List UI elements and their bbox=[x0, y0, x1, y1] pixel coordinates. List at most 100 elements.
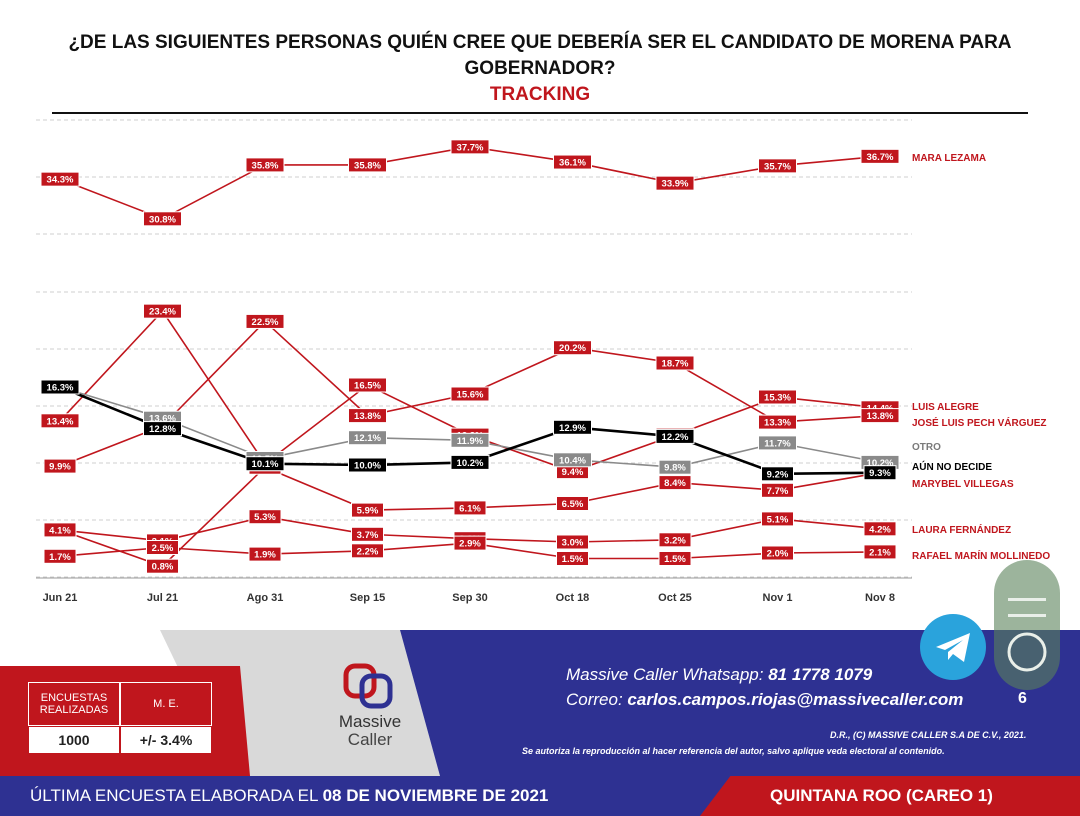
data-label-box bbox=[40, 379, 80, 395]
data-label: 22.5% bbox=[252, 317, 279, 328]
last-survey-date: 08 DE NOVIEMBRE DE 2021 bbox=[322, 786, 549, 805]
data-label-box bbox=[761, 545, 794, 561]
data-label: 9.4% bbox=[562, 467, 584, 478]
data-label: 33.9% bbox=[662, 179, 689, 190]
data-label: 6.1% bbox=[459, 503, 481, 514]
margin-error-value: +/- 3.4% bbox=[120, 726, 212, 754]
email-address[interactable]: carlos.campos.riojas@massivecaller.com bbox=[627, 690, 964, 709]
x-tick-label: Oct 25 bbox=[658, 592, 692, 604]
data-label-box bbox=[658, 475, 692, 491]
x-tick-label: Nov 8 bbox=[865, 592, 895, 604]
telegram-icon[interactable] bbox=[920, 614, 986, 680]
data-label-box bbox=[556, 551, 589, 566]
data-label: 10.2% bbox=[457, 458, 484, 469]
data-label: 23.4% bbox=[149, 307, 176, 318]
data-label: 13.3% bbox=[764, 418, 791, 429]
data-label: 9.2% bbox=[767, 469, 789, 480]
x-tick-label: Jun 21 bbox=[43, 592, 78, 604]
data-label-box bbox=[450, 386, 490, 402]
page-number: 6 bbox=[1018, 690, 1027, 707]
x-tick-label: Oct 18 bbox=[556, 592, 590, 604]
x-tick-label: Nov 1 bbox=[763, 592, 793, 604]
tracking-line-chart: 34.3% 30.8% 35.8% 35.8% 37.7% 36.1% 33.9% 35.7%… bbox=[36, 119, 1050, 604]
data-label: 13.8% bbox=[867, 411, 894, 422]
x-tick-label: Sep 30 bbox=[452, 592, 487, 604]
data-label: 7.7% bbox=[767, 486, 789, 497]
data-label-box bbox=[863, 465, 897, 481]
data-label-box bbox=[761, 482, 794, 498]
data-label: 30.8% bbox=[149, 214, 176, 225]
data-label-box bbox=[758, 414, 797, 430]
data-label: 5.1% bbox=[767, 514, 789, 525]
data-label-box bbox=[758, 389, 797, 405]
data-label: 3.2% bbox=[664, 535, 686, 546]
data-label-box bbox=[860, 408, 900, 424]
massive-caller-logo-icon bbox=[343, 663, 393, 709]
whatsapp-overlay-icon[interactable] bbox=[994, 560, 1060, 690]
data-label: 1.5% bbox=[664, 554, 686, 565]
data-label: 13.6% bbox=[149, 414, 176, 425]
whatsapp-label: Massive Caller Whatsapp: bbox=[566, 665, 764, 684]
series-line-6 bbox=[59, 466, 881, 568]
data-label: 16.5% bbox=[354, 381, 381, 392]
data-label: 6.5% bbox=[562, 499, 584, 510]
data-label-box bbox=[248, 509, 282, 525]
data-label: 1.9% bbox=[254, 550, 276, 561]
data-label-box bbox=[453, 535, 487, 551]
data-label: 1.7% bbox=[49, 552, 71, 563]
data-label: 35.8% bbox=[354, 160, 381, 171]
data-label-box bbox=[43, 458, 77, 474]
chart-subtitle: TRACKING bbox=[489, 84, 591, 105]
reproduction-note: Se autoriza la reproducción al hacer ref… bbox=[522, 746, 945, 756]
data-label-box bbox=[761, 466, 794, 482]
data-label: 10.4% bbox=[559, 455, 586, 466]
data-label: 4.1% bbox=[49, 525, 71, 536]
data-label-box bbox=[758, 158, 797, 174]
data-label: 20.2% bbox=[559, 343, 586, 354]
email-label: Correo: bbox=[566, 690, 623, 709]
data-label: 10.2% bbox=[867, 458, 894, 469]
data-label: 4.2% bbox=[869, 524, 891, 535]
data-label: 35.7% bbox=[764, 161, 791, 172]
chart-x-axis: Jun 21 Jul 21 Ago 31 Sep 15 Sep 30 Oct 18 Oct … bbox=[43, 592, 895, 604]
title-rule bbox=[52, 112, 1028, 114]
data-label-box bbox=[758, 435, 797, 451]
whatsapp-line: Massive Caller Whatsapp: 81 1778 1079 bbox=[566, 665, 872, 685]
series-line-1 bbox=[59, 146, 881, 220]
data-label-box bbox=[450, 432, 490, 448]
data-label-box bbox=[348, 430, 387, 446]
data-label: 8.4% bbox=[664, 478, 686, 489]
data-label-box bbox=[553, 452, 592, 468]
x-tick-label: Ago 31 bbox=[247, 592, 284, 604]
data-label: 3.0% bbox=[562, 538, 584, 549]
x-tick-label: Jul 21 bbox=[147, 592, 178, 604]
data-label-box bbox=[40, 171, 80, 187]
chart-data-labels: 34.3% 30.8% 35.8% 35.8% 37.7% 36.1% 33.9% 35.7%… bbox=[40, 139, 900, 574]
footer-navy-panel bbox=[400, 630, 1080, 776]
legend-entry: MARYBEL VILLEGAS bbox=[912, 479, 1014, 490]
data-label: 5.3% bbox=[254, 512, 276, 523]
data-label-box bbox=[245, 157, 285, 173]
data-label-box bbox=[863, 521, 897, 537]
data-label: 2.2% bbox=[357, 546, 379, 557]
legend-entry: LAURA FERNÁNDEZ bbox=[912, 523, 1011, 536]
data-label: 9.9% bbox=[49, 462, 71, 473]
data-label-box bbox=[860, 148, 900, 164]
data-label-box bbox=[351, 526, 384, 542]
data-label-box bbox=[553, 419, 592, 435]
data-label-box bbox=[348, 457, 387, 473]
bottom-bar-red bbox=[700, 776, 1080, 816]
data-label-box bbox=[43, 548, 77, 564]
data-label-box bbox=[553, 154, 592, 170]
margin-error-header: M. E. bbox=[120, 682, 212, 726]
data-label: 18.7% bbox=[662, 359, 689, 370]
data-label: 2.9% bbox=[459, 539, 481, 550]
data-label-box bbox=[556, 534, 589, 550]
data-label: 12.1% bbox=[354, 433, 381, 444]
data-label: 37.7% bbox=[457, 142, 484, 153]
data-label-box bbox=[655, 175, 695, 191]
data-label-box bbox=[146, 540, 179, 555]
whatsapp-number[interactable]: 81 1778 1079 bbox=[768, 665, 873, 684]
data-label-box bbox=[655, 355, 695, 371]
data-label: 36.1% bbox=[559, 158, 586, 169]
